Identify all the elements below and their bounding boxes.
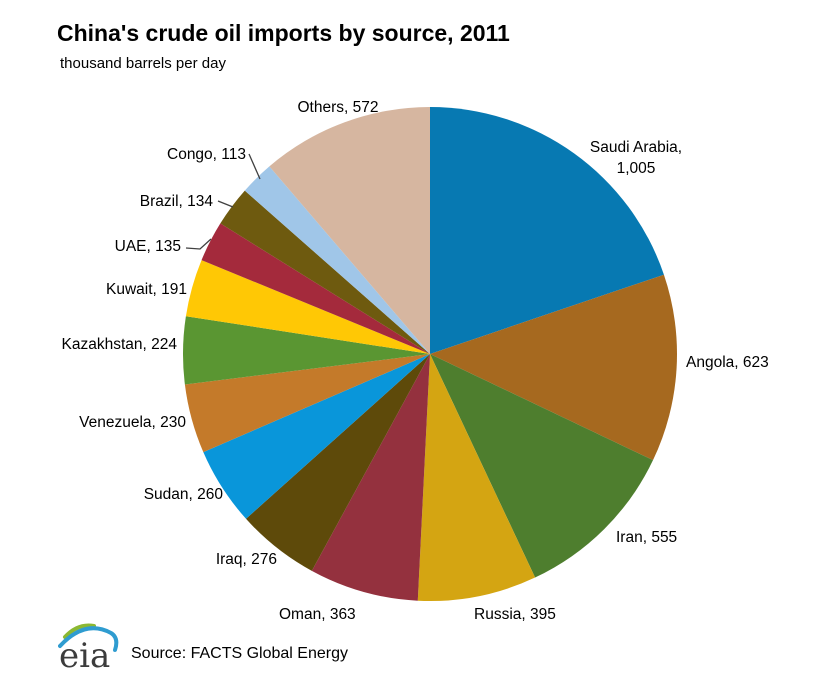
pie-slice-venezuela — [184, 354, 430, 453]
pie-slice-brazil — [220, 190, 430, 354]
pie-slice-saudi-arabia — [430, 107, 664, 354]
eia-logo: eia — [58, 623, 119, 676]
slice-label-kuwait: Kuwait, 191 — [106, 281, 187, 298]
chart-title: China's crude oil imports by source, 201… — [57, 20, 510, 46]
eia-logo-green-arc — [63, 623, 96, 639]
pie-slice-iraq — [245, 354, 430, 571]
leader-line-uae — [185, 238, 212, 250]
eia-logo-blue-arc — [58, 626, 119, 652]
pie-slice-iran — [430, 354, 654, 578]
pie-slice-uae — [201, 223, 430, 354]
slice-label-iran: Iran, 555 — [616, 529, 677, 546]
pie-slice-russia — [417, 354, 536, 602]
pie-slice-kazakhstan — [182, 316, 430, 385]
pie-slice-kuwait — [185, 260, 430, 354]
slice-label-iraq: Iraq, 276 — [216, 551, 277, 568]
slice-label-sudan: Sudan, 260 — [144, 486, 224, 503]
slice-label-russia: Russia, 395 — [474, 606, 556, 623]
slice-label-saudi-arabia-line2: 1,005 — [617, 160, 656, 177]
slice-label-congo: Congo, 113 — [167, 146, 246, 163]
slice-label-oman: Oman, 363 — [279, 606, 356, 623]
pie-slice-sudan — [203, 354, 430, 519]
slice-label-venezuela: Venezuela, 230 — [79, 414, 186, 431]
slice-label-others: Others, 572 — [298, 99, 379, 116]
pie-slice-congo — [244, 166, 430, 354]
pie-slice-oman — [311, 354, 430, 601]
chart-subtitle: thousand barrels per day — [60, 55, 226, 72]
eia-logo-text: eia — [59, 636, 110, 676]
leader-line-congo — [248, 153, 261, 180]
source-credit: Source: FACTS Global Energy — [131, 645, 348, 662]
pie-slice-others — [269, 107, 430, 354]
slice-label-uae: UAE, 135 — [115, 238, 181, 255]
pie-slice-angola — [430, 274, 678, 461]
slice-label-angola: Angola, 623 — [686, 354, 769, 371]
slice-label-kazakhstan: Kazakhstan, 224 — [62, 336, 178, 353]
leader-line-brazil — [217, 200, 234, 208]
slice-label-saudi-arabia: Saudi Arabia, — [590, 139, 682, 156]
slice-label-brazil: Brazil, 134 — [140, 193, 214, 210]
